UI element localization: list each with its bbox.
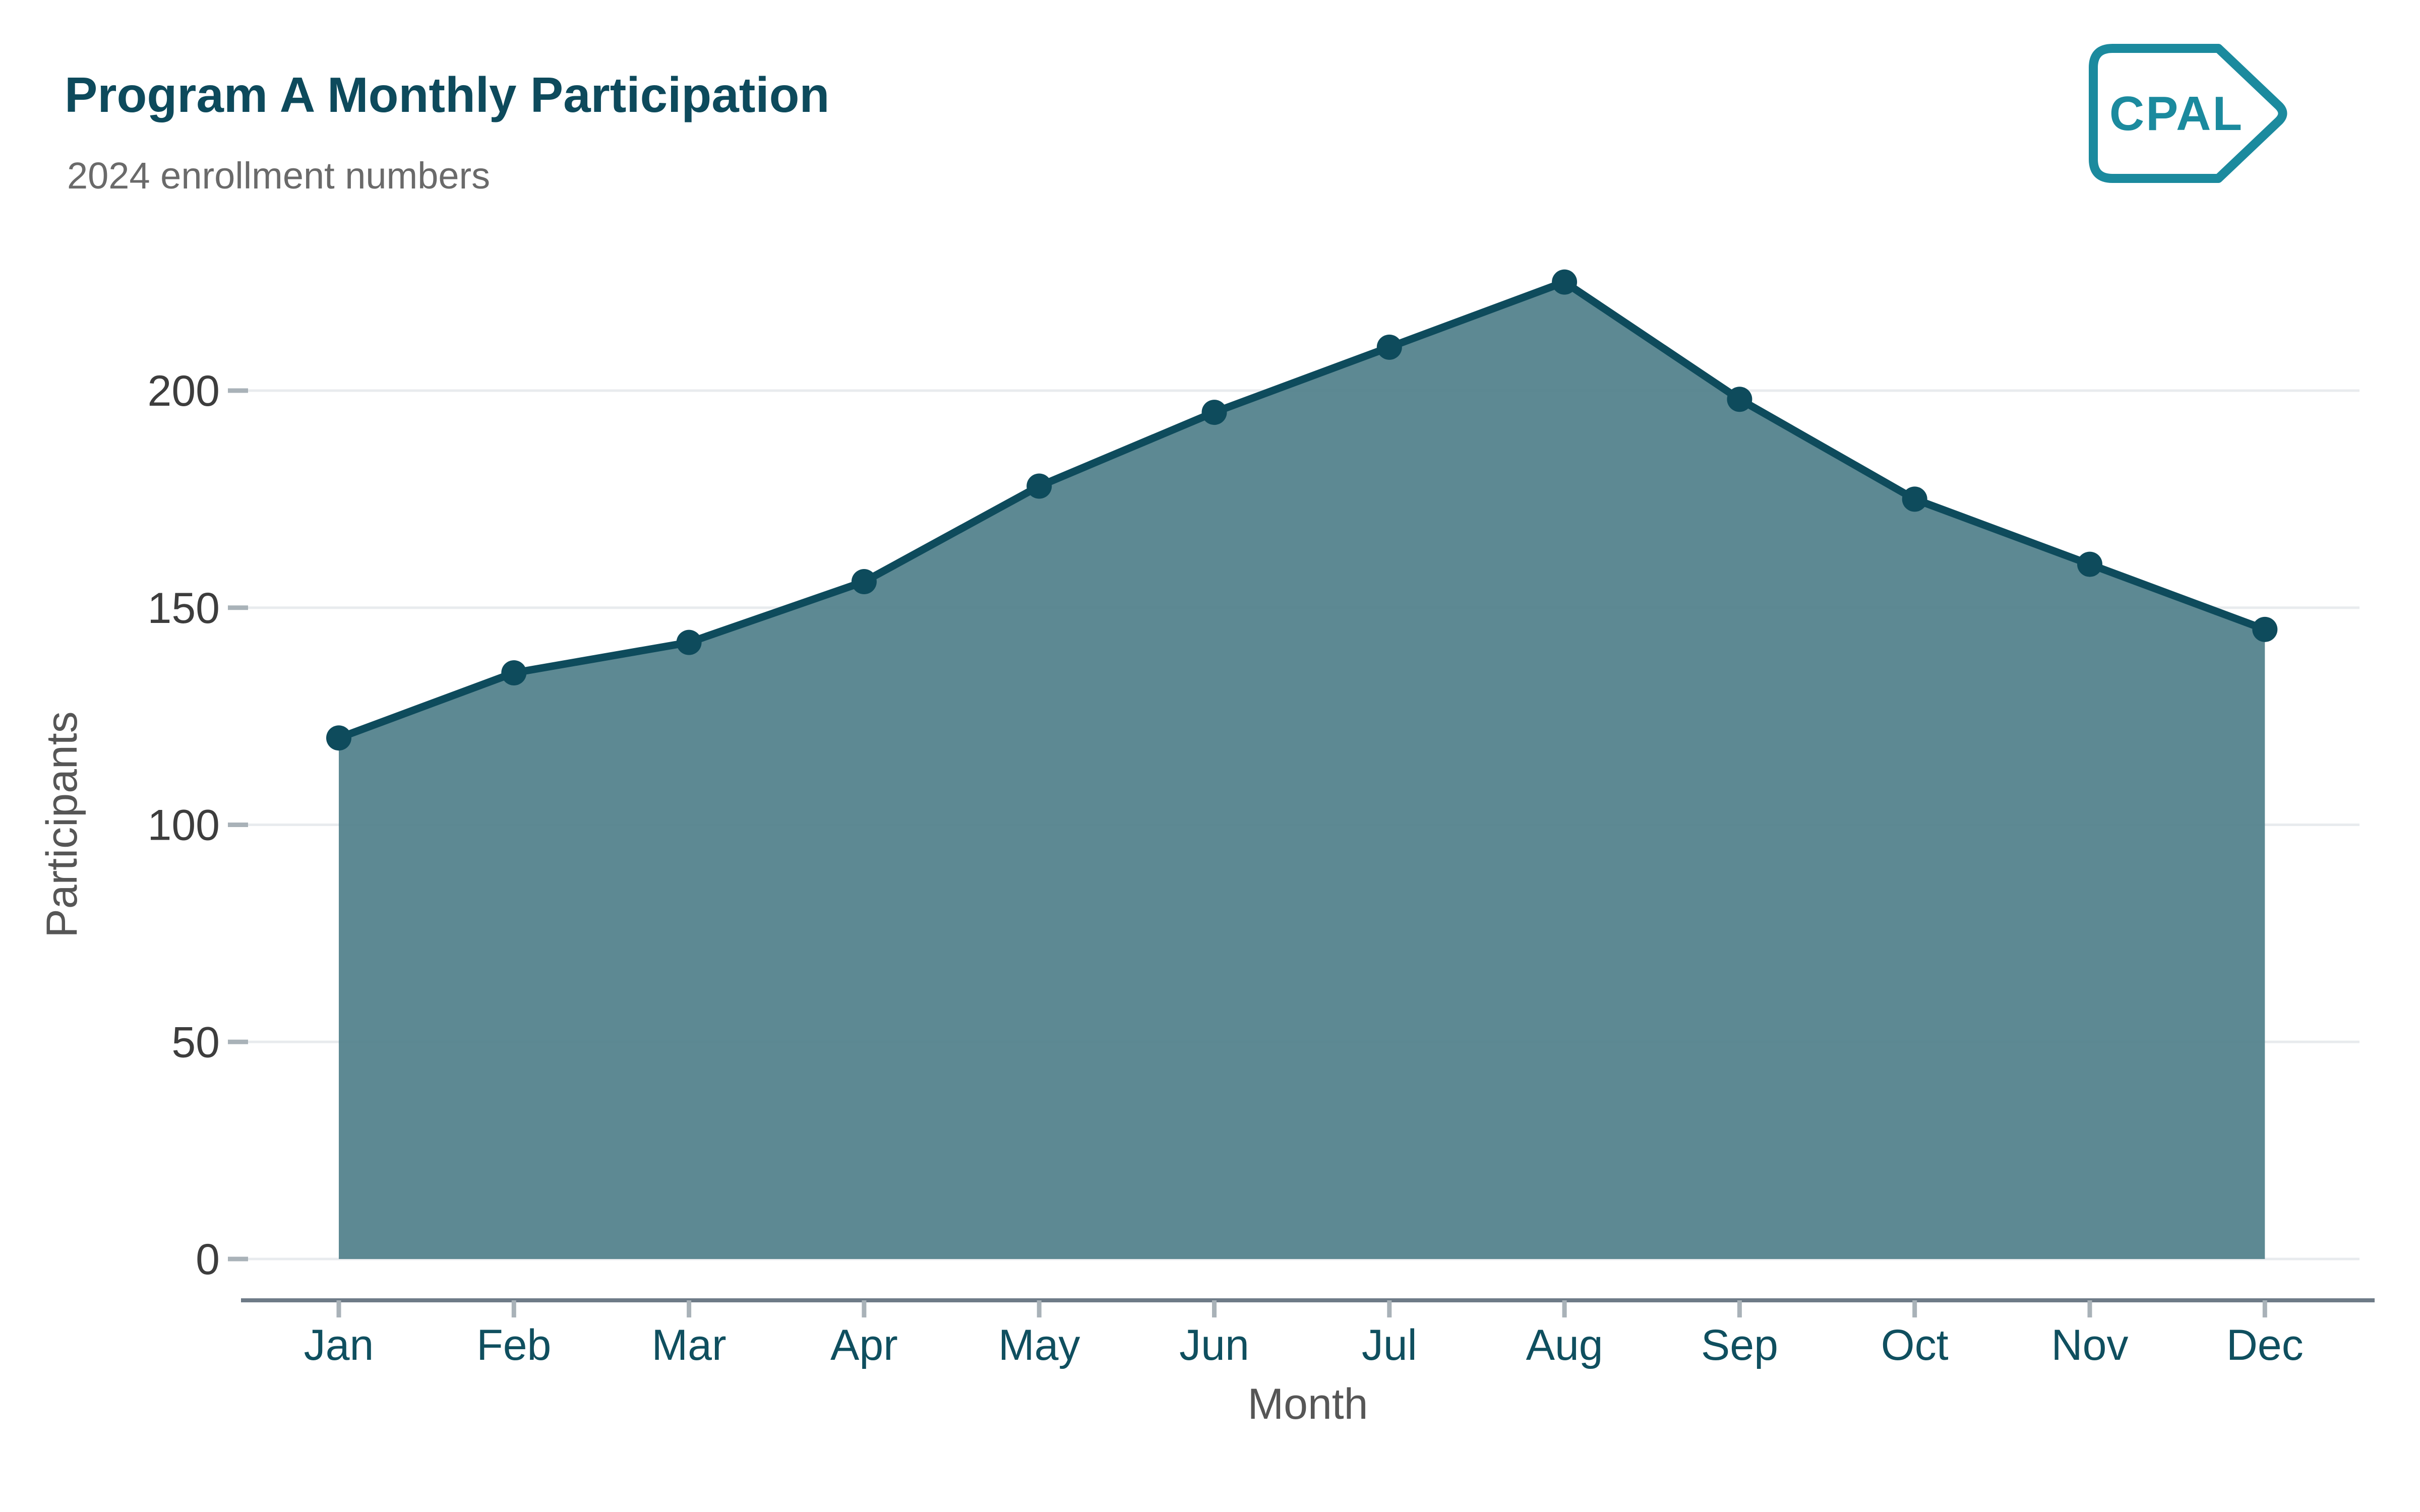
x-tick-label: May: [998, 1321, 1080, 1369]
x-tick-label: Sep: [1701, 1321, 1778, 1369]
cpal-logo-arrow-shape: [2089, 44, 2287, 183]
x-axis-ticks: [336, 1300, 2267, 1317]
y-axis-ticks: [228, 388, 248, 1262]
x-tick-label: Feb: [476, 1321, 551, 1369]
y-tick-label: 50: [171, 1018, 220, 1066]
y-tick-label: 100: [148, 801, 220, 850]
data-point: [1552, 269, 1578, 295]
data-line: [335, 278, 2269, 742]
page-title: Program A Monthly Participation: [65, 67, 829, 122]
x-tick-label: Jan: [304, 1321, 374, 1369]
data-point: [1376, 334, 1402, 360]
y-tick-label: 200: [148, 367, 220, 415]
data-point: [1201, 400, 1227, 425]
x-tick-label: Dec: [2226, 1321, 2304, 1369]
x-tick-label: Jul: [1362, 1321, 1417, 1369]
x-axis-title: Month: [1247, 1380, 1368, 1428]
x-axis-labels: Jan Feb Mar Apr May Jun Jul Aug Sep Oct Nov Dec: [304, 1321, 2304, 1369]
data-point: [851, 569, 877, 595]
x-tick-label: Jun: [1179, 1321, 1249, 1369]
cpal-logo: CPAL: [2089, 44, 2287, 183]
data-point: [1727, 387, 1752, 412]
page-subtitle: 2024 enrollment numbers: [67, 155, 490, 197]
data-point: [676, 629, 702, 655]
y-tick-label: 150: [148, 584, 220, 633]
x-tick-label: Mar: [652, 1321, 727, 1369]
data-point: [1902, 486, 1927, 512]
series-area: [326, 269, 2278, 1259]
data-point: [1026, 473, 1052, 499]
cpal-logo-text: CPAL: [2109, 87, 2244, 141]
data-point: [501, 660, 527, 685]
data-point: [2077, 551, 2102, 577]
data-point: [326, 725, 351, 751]
y-tick-label: 0: [196, 1235, 220, 1284]
x-tick-label: Apr: [830, 1321, 898, 1369]
x-tick-label: Nov: [2051, 1321, 2129, 1369]
y-axis-labels: 0 50 100 150 200: [148, 367, 220, 1284]
x-tick-label: Oct: [1881, 1321, 1949, 1369]
x-tick-label: Aug: [1526, 1321, 1603, 1369]
data-point: [2252, 616, 2278, 642]
area-fill: [339, 282, 2265, 1259]
y-axis-title: Participants: [38, 711, 86, 937]
